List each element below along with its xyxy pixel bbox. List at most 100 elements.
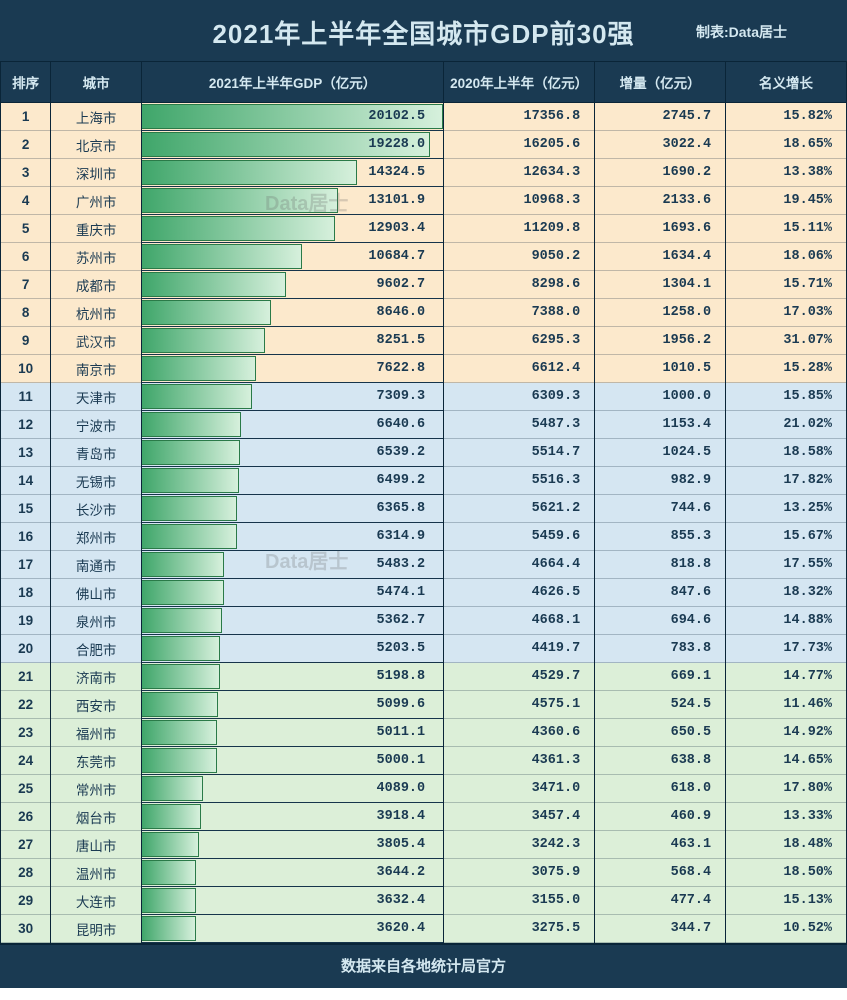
cell-growth: 31.07% <box>726 327 847 355</box>
cell-city: 武汉市 <box>51 327 142 355</box>
table-row: 8杭州市8646.07388.01258.017.03% <box>1 299 847 327</box>
cell-gdp2021-bar: 6365.8 <box>141 495 443 523</box>
cell-gdp2020: 4668.1 <box>444 607 595 635</box>
table-row: 21济南市5198.84529.7669.114.77% <box>1 663 847 691</box>
table-row: 12宁波市6640.65487.31153.421.02% <box>1 411 847 439</box>
cell-gdp2020: 17356.8 <box>444 103 595 131</box>
cell-increment: 1258.0 <box>595 299 726 327</box>
cell-rank: 30 <box>1 915 51 943</box>
cell-city: 长沙市 <box>51 495 142 523</box>
cell-gdp2021-bar: 5483.2 <box>141 551 443 579</box>
cell-increment: 344.7 <box>595 915 726 943</box>
cell-city: 广州市 <box>51 187 142 215</box>
cell-rank: 13 <box>1 439 51 467</box>
cell-increment: 1693.6 <box>595 215 726 243</box>
cell-rank: 4 <box>1 187 51 215</box>
title-bar: 2021年上半年全国城市GDP前30强 制表:Data居士 <box>0 0 847 61</box>
cell-city: 宁波市 <box>51 411 142 439</box>
cell-increment: 618.0 <box>595 775 726 803</box>
cell-growth: 18.32% <box>726 579 847 607</box>
cell-increment: 1010.5 <box>595 355 726 383</box>
cell-gdp2021-bar: 20102.5 <box>141 103 443 131</box>
cell-gdp2020: 5459.6 <box>444 523 595 551</box>
cell-increment: 2133.6 <box>595 187 726 215</box>
cell-growth: 11.46% <box>726 691 847 719</box>
cell-growth: 17.80% <box>726 775 847 803</box>
cell-city: 佛山市 <box>51 579 142 607</box>
table-row: 19泉州市5362.74668.1694.614.88% <box>1 607 847 635</box>
col-rank: 排序 <box>1 62 51 103</box>
cell-city: 天津市 <box>51 383 142 411</box>
cell-growth: 17.82% <box>726 467 847 495</box>
col-growth: 名义增长 <box>726 62 847 103</box>
bar-value: 6499.2 <box>142 467 443 494</box>
cell-gdp2020: 4664.4 <box>444 551 595 579</box>
table-row: 9武汉市8251.56295.31956.231.07% <box>1 327 847 355</box>
cell-rank: 28 <box>1 859 51 887</box>
cell-increment: 1024.5 <box>595 439 726 467</box>
cell-city: 唐山市 <box>51 831 142 859</box>
cell-rank: 20 <box>1 635 51 663</box>
bar-value: 5000.1 <box>142 747 443 774</box>
cell-gdp2020: 6612.4 <box>444 355 595 383</box>
bar-value: 3620.4 <box>142 915 443 942</box>
cell-rank: 1 <box>1 103 51 131</box>
table-row: 13青岛市6539.25514.71024.518.58% <box>1 439 847 467</box>
cell-increment: 477.4 <box>595 887 726 915</box>
cell-growth: 19.45% <box>726 187 847 215</box>
cell-city: 温州市 <box>51 859 142 887</box>
cell-gdp2021-bar: 10684.7 <box>141 243 443 271</box>
bar-value: 5203.5 <box>142 635 443 662</box>
bar-value: 3644.2 <box>142 859 443 886</box>
table-row: 24东莞市5000.14361.3638.814.65% <box>1 747 847 775</box>
cell-growth: 14.77% <box>726 663 847 691</box>
cell-rank: 23 <box>1 719 51 747</box>
cell-growth: 17.73% <box>726 635 847 663</box>
cell-rank: 24 <box>1 747 51 775</box>
cell-gdp2021-bar: 14324.5 <box>141 159 443 187</box>
bar-value: 3632.4 <box>142 887 443 914</box>
table-row: 7成都市9602.78298.61304.115.71% <box>1 271 847 299</box>
cell-rank: 16 <box>1 523 51 551</box>
cell-gdp2021-bar: 5000.1 <box>141 747 443 775</box>
bar-value: 8646.0 <box>142 299 443 326</box>
bar-value: 6539.2 <box>142 439 443 466</box>
cell-increment: 463.1 <box>595 831 726 859</box>
credit-text: 制表:Data居士 <box>696 22 787 42</box>
table-row: 5重庆市12903.411209.81693.615.11% <box>1 215 847 243</box>
col-city: 城市 <box>51 62 142 103</box>
cell-city: 深圳市 <box>51 159 142 187</box>
bar-value: 19228.0 <box>142 131 443 158</box>
cell-increment: 460.9 <box>595 803 726 831</box>
col-gdp2021: 2021年上半年GDP（亿元） <box>141 62 443 103</box>
cell-growth: 13.25% <box>726 495 847 523</box>
cell-growth: 18.48% <box>726 831 847 859</box>
cell-gdp2020: 4529.7 <box>444 663 595 691</box>
cell-gdp2021-bar: 8251.5 <box>141 327 443 355</box>
bar-value: 5362.7 <box>142 607 443 634</box>
cell-gdp2021-bar: 7309.3 <box>141 383 443 411</box>
cell-gdp2021-bar: 9602.7 <box>141 271 443 299</box>
bar-value: 5198.8 <box>142 663 443 690</box>
cell-rank: 22 <box>1 691 51 719</box>
cell-increment: 818.8 <box>595 551 726 579</box>
cell-growth: 15.11% <box>726 215 847 243</box>
cell-city: 东莞市 <box>51 747 142 775</box>
table-row: 30昆明市3620.43275.5344.710.52% <box>1 915 847 943</box>
cell-increment: 1000.0 <box>595 383 726 411</box>
bar-value: 5483.2 <box>142 551 443 578</box>
footer-source: 数据来自各地统计局官方 <box>0 943 847 988</box>
cell-growth: 15.82% <box>726 103 847 131</box>
cell-rank: 7 <box>1 271 51 299</box>
bar-value: 12903.4 <box>142 215 443 242</box>
cell-gdp2021-bar: 5474.1 <box>141 579 443 607</box>
table-row: 10南京市7622.86612.41010.515.28% <box>1 355 847 383</box>
cell-gdp2020: 3457.4 <box>444 803 595 831</box>
cell-city: 郑州市 <box>51 523 142 551</box>
cell-rank: 5 <box>1 215 51 243</box>
cell-gdp2021-bar: 5099.6 <box>141 691 443 719</box>
cell-city: 苏州市 <box>51 243 142 271</box>
cell-gdp2021-bar: 8646.0 <box>141 299 443 327</box>
cell-growth: 15.13% <box>726 887 847 915</box>
cell-growth: 13.33% <box>726 803 847 831</box>
